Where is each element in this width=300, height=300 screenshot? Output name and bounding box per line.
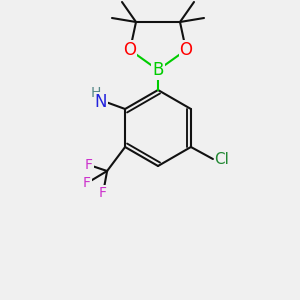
Text: F: F bbox=[99, 186, 107, 200]
Text: Cl: Cl bbox=[214, 152, 229, 166]
Text: B: B bbox=[152, 61, 164, 79]
Text: F: F bbox=[83, 176, 91, 190]
Text: N: N bbox=[95, 93, 107, 111]
Text: H: H bbox=[91, 86, 101, 100]
Text: O: O bbox=[179, 41, 193, 59]
Text: F: F bbox=[85, 158, 93, 172]
Text: O: O bbox=[124, 41, 136, 59]
